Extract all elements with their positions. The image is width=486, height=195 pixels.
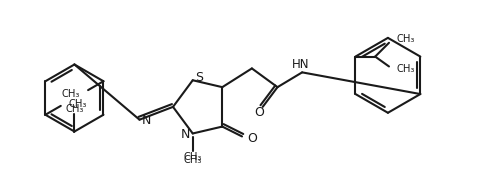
Text: O: O [254, 106, 264, 119]
Text: CH₃: CH₃ [397, 34, 415, 44]
Text: HN: HN [292, 58, 309, 71]
Text: N: N [141, 114, 151, 127]
Text: N: N [180, 128, 190, 141]
Text: CH₃: CH₃ [184, 155, 202, 165]
Text: CH₃: CH₃ [397, 64, 415, 74]
Text: CH₃: CH₃ [69, 99, 87, 109]
Text: CH₃: CH₃ [62, 89, 80, 99]
Text: CH₃: CH₃ [65, 104, 84, 114]
Text: O: O [247, 132, 257, 145]
Text: S: S [194, 71, 203, 84]
Text: CH₃: CH₃ [184, 152, 202, 162]
